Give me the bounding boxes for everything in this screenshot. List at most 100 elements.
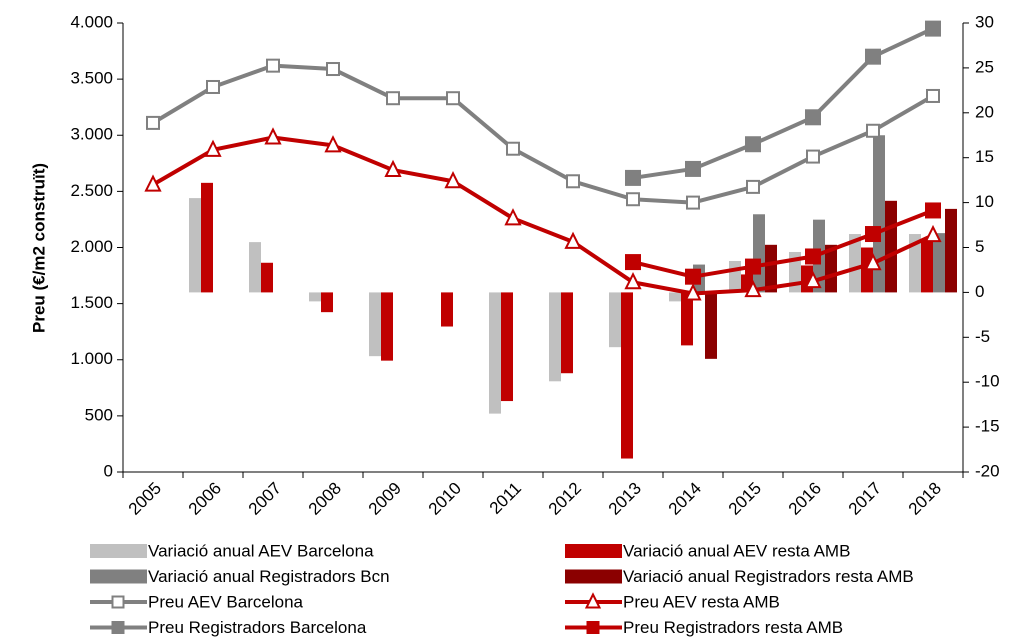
legend-label: Variació anual Registradors Bcn xyxy=(148,567,390,586)
marker xyxy=(566,174,580,189)
marker xyxy=(744,279,762,298)
marker xyxy=(864,252,882,271)
legend-label: Preu AEV resta AMB xyxy=(623,592,780,611)
bar xyxy=(873,135,885,293)
marker xyxy=(384,159,402,178)
legend-label: Preu AEV Barcelona xyxy=(148,592,304,611)
bar xyxy=(945,208,957,293)
bar xyxy=(765,244,777,293)
y2-tick-label: -10 xyxy=(975,372,1000,391)
marker xyxy=(624,272,642,290)
marker xyxy=(146,115,160,130)
legend-marker xyxy=(111,621,125,634)
line xyxy=(632,208,934,279)
marker xyxy=(264,127,282,145)
marker xyxy=(206,79,220,94)
bar xyxy=(825,244,837,293)
bar xyxy=(561,292,573,374)
y-tick-label: 3.500 xyxy=(70,69,113,88)
marker xyxy=(626,192,640,207)
legend-swatch xyxy=(90,544,147,558)
bar xyxy=(609,292,621,348)
bar xyxy=(933,233,945,293)
marker xyxy=(386,91,400,106)
marker xyxy=(865,226,881,243)
legend-label: Variació anual AEV resta AMB xyxy=(623,541,850,560)
y-tick-label: 1.000 xyxy=(70,349,113,368)
y2-tick-label: 10 xyxy=(975,192,994,211)
marker xyxy=(266,58,280,73)
bar xyxy=(669,292,681,302)
y-tick-label: 3.000 xyxy=(70,125,113,144)
bar xyxy=(885,200,897,293)
y-tick-label: 500 xyxy=(85,405,113,424)
bar xyxy=(705,292,717,359)
x-tick-label: 2009 xyxy=(365,479,405,519)
legend-swatch xyxy=(565,544,622,558)
x-tick-label: 2016 xyxy=(785,479,825,519)
bar xyxy=(753,214,765,293)
legend-marker xyxy=(586,621,600,634)
marker xyxy=(144,174,162,192)
bar xyxy=(909,234,921,293)
marker xyxy=(326,62,340,77)
x-tick-label: 2005 xyxy=(125,479,165,519)
marker xyxy=(745,136,761,153)
y2-tick-label: 20 xyxy=(975,102,994,121)
bar xyxy=(729,260,741,293)
marker xyxy=(745,258,761,275)
bar xyxy=(621,292,633,459)
y2-tick-label: 30 xyxy=(975,12,994,31)
marker xyxy=(865,48,881,65)
marker xyxy=(625,169,641,186)
line xyxy=(151,63,935,205)
bar xyxy=(309,292,321,302)
bar xyxy=(849,234,861,293)
marker xyxy=(685,160,701,177)
y-tick-label: 0 xyxy=(104,461,113,480)
legend-label: Variació anual Registradors resta AMB xyxy=(623,567,914,586)
marker xyxy=(805,109,821,126)
marker xyxy=(925,20,941,37)
bar xyxy=(201,182,213,293)
marker xyxy=(625,254,641,271)
bar xyxy=(321,292,333,313)
legend-swatch xyxy=(565,569,622,584)
marker xyxy=(444,171,462,189)
y2-tick-label: 5 xyxy=(975,237,984,256)
bar xyxy=(501,292,513,402)
marker xyxy=(866,123,880,138)
y2-tick-label: -20 xyxy=(975,461,1000,480)
y2-tick-label: -5 xyxy=(975,327,990,346)
bar xyxy=(261,262,273,293)
marker xyxy=(804,270,822,289)
marker xyxy=(806,149,820,164)
marker xyxy=(686,195,700,210)
legend-marker xyxy=(111,595,125,609)
x-tick-label: 2011 xyxy=(486,479,525,518)
y2-tick-label: 25 xyxy=(975,57,994,76)
y-axis-label: Preu (€/m2 construït) xyxy=(29,163,48,333)
y-tick-label: 4.000 xyxy=(70,12,113,31)
x-tick-label: 2018 xyxy=(905,479,945,519)
y-tick-label: 2.000 xyxy=(70,237,113,256)
bar xyxy=(189,198,201,293)
x-tick-label: 2007 xyxy=(245,479,285,519)
x-tick-label: 2014 xyxy=(665,479,705,519)
x-tick-label: 2013 xyxy=(605,479,645,519)
marker xyxy=(926,88,940,103)
marker xyxy=(746,179,760,194)
marker xyxy=(685,268,701,285)
marker xyxy=(925,202,941,219)
marker xyxy=(564,231,582,249)
bar xyxy=(549,292,561,382)
line xyxy=(632,26,934,180)
legend-label: Variació anual AEV Barcelona xyxy=(148,541,374,560)
y-tick-label: 2.500 xyxy=(70,181,113,200)
marker xyxy=(324,135,342,153)
legend-label: Preu Registradors resta AMB xyxy=(623,618,843,637)
marker xyxy=(924,224,942,243)
legend-marker xyxy=(584,592,602,609)
bar xyxy=(381,292,393,361)
